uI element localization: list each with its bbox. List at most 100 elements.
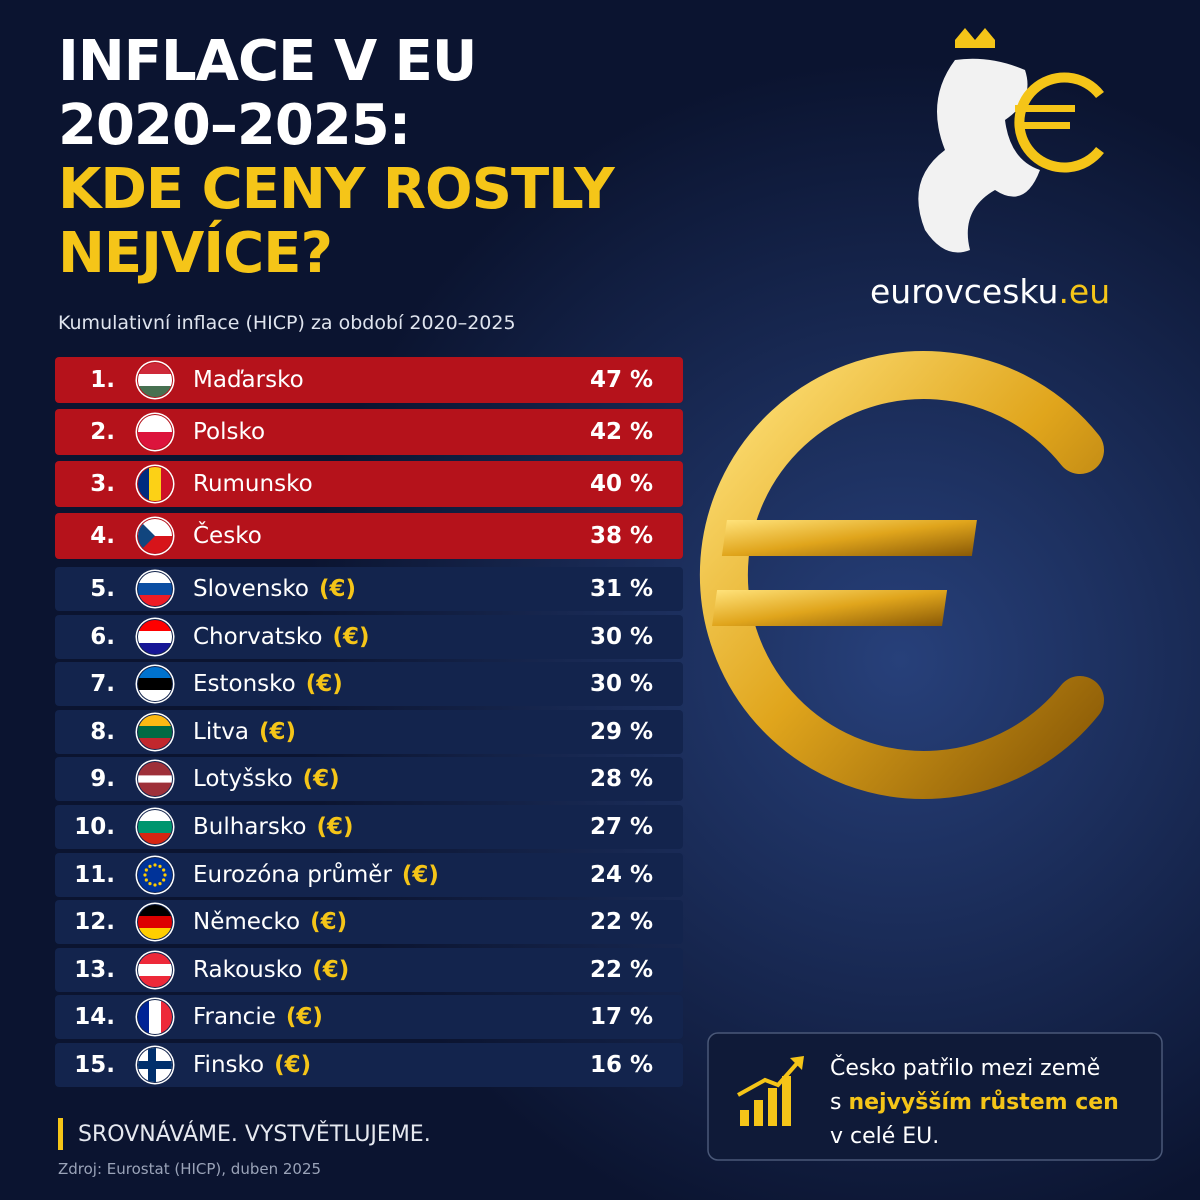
flag-stripe xyxy=(138,725,172,739)
country-name: Slovensko xyxy=(193,576,309,602)
rank: 10. xyxy=(74,814,115,840)
flag xyxy=(138,1048,172,1082)
flag-stripe xyxy=(138,782,172,791)
inflation-value: 31 % xyxy=(589,576,653,602)
logo-text: eurovcesku.eu xyxy=(870,272,1110,311)
flag-stripe xyxy=(138,928,172,940)
flag xyxy=(138,619,172,654)
flag xyxy=(138,572,172,606)
inflation-value: 30 % xyxy=(589,671,653,698)
country-name: Francie xyxy=(193,1004,276,1031)
inflation-value: 47 % xyxy=(589,367,653,393)
flag-body xyxy=(138,905,172,940)
flag-stripe xyxy=(138,415,172,433)
flag-stripe xyxy=(138,833,172,844)
flag-star xyxy=(148,864,152,868)
inflation-value: 22 % xyxy=(589,956,653,983)
flag-body xyxy=(138,1048,172,1082)
flag-stripe xyxy=(138,363,172,375)
country-name: Litva xyxy=(193,718,249,745)
flag-body xyxy=(138,467,172,501)
table-row: 15. Finsko (€) 16 % xyxy=(55,1043,683,1087)
inflation-value: 42 % xyxy=(589,419,653,445)
flag-stripe xyxy=(138,737,172,749)
flag-body xyxy=(138,762,172,797)
inflation-value: 38 % xyxy=(589,523,653,549)
table-row: 1. Maďarsko 47 % xyxy=(55,357,683,403)
flag-stripe xyxy=(138,572,172,584)
country-name: Rumunsko xyxy=(193,471,313,497)
logo-emblem xyxy=(918,28,1104,253)
rank: 13. xyxy=(74,956,115,983)
rank: 7. xyxy=(90,671,115,698)
flag xyxy=(138,1000,172,1035)
inflation-value: 28 % xyxy=(589,766,653,793)
rank: 11. xyxy=(74,861,115,888)
flag-star xyxy=(153,862,157,867)
flag xyxy=(138,810,172,844)
flag-body xyxy=(138,363,172,397)
rank: 5. xyxy=(90,576,115,602)
country-name: Lotyšsko xyxy=(193,766,293,793)
title: 2020–2025: xyxy=(58,93,411,158)
subtitle: Kumulativní inflace (HICP) za období 202… xyxy=(58,312,516,334)
flag-star xyxy=(143,872,147,877)
flag-stripe xyxy=(138,821,172,834)
inflation-value: 30 % xyxy=(589,623,653,650)
country-name: Maďarsko xyxy=(193,367,304,393)
inflation-value: 24 % xyxy=(589,861,653,888)
table-row: 14. Francie (€) 17 % xyxy=(55,995,683,1040)
flag-triangle xyxy=(138,519,155,553)
inflation-value: 17 % xyxy=(589,1004,653,1031)
rank: 1. xyxy=(90,367,115,393)
flag xyxy=(138,714,172,749)
flag-stripe xyxy=(138,952,172,965)
table-row: 12. Německo (€) 22 % xyxy=(55,900,683,945)
flag-body xyxy=(138,1000,172,1035)
euro-marker: (€) xyxy=(318,576,356,602)
flag xyxy=(138,467,172,501)
country-name: Eurozóna průměr xyxy=(193,861,392,888)
tagline: SROVNÁVÁME. VYSTVĚTLUJEME. xyxy=(78,1122,431,1147)
flag-stripe xyxy=(161,1000,172,1035)
flag-stripe xyxy=(149,467,162,501)
flag-stripe xyxy=(149,1000,162,1035)
country-name: Finsko xyxy=(193,1052,265,1078)
flag-star xyxy=(158,864,162,868)
flag-stripe xyxy=(138,810,172,822)
flag-body xyxy=(138,619,172,654)
logo-domain: .eu xyxy=(1058,272,1111,311)
flag xyxy=(138,952,172,987)
inflation-value: 22 % xyxy=(589,909,653,936)
flag-stripe xyxy=(138,583,172,596)
rank: 2. xyxy=(90,419,115,445)
table-row: 11. Eurozóna průměr (€) 24 % xyxy=(55,852,683,897)
title: INFLACE V EU xyxy=(58,29,477,94)
flag-stripe xyxy=(138,714,172,727)
flag xyxy=(138,519,172,553)
rank: 4. xyxy=(90,523,115,549)
country-name: Polsko xyxy=(193,419,266,445)
flag-body xyxy=(138,952,172,987)
inflation-value: 16 % xyxy=(589,1052,653,1078)
euro-marker: (€) xyxy=(332,623,370,650)
euro-marker: (€) xyxy=(316,814,354,840)
inflation-value: 40 % xyxy=(589,471,653,497)
flag-stripe xyxy=(138,667,172,679)
euro-marker: (€) xyxy=(310,909,348,936)
flag xyxy=(138,857,172,892)
flag-stripe xyxy=(161,467,172,501)
callout-line: v celé EU. xyxy=(830,1124,940,1149)
rank: 9. xyxy=(90,766,115,793)
country-name: Estonsko xyxy=(193,671,296,698)
flag-stripe xyxy=(138,690,172,702)
flag-stripe xyxy=(138,905,172,917)
inflation-value: 29 % xyxy=(589,718,653,745)
euro-marker: (€) xyxy=(302,766,340,793)
flag xyxy=(138,762,172,797)
flag-stripe xyxy=(138,916,172,929)
flag-stripe xyxy=(138,975,172,987)
euro-marker: (€) xyxy=(285,1004,323,1031)
flag xyxy=(138,905,172,940)
